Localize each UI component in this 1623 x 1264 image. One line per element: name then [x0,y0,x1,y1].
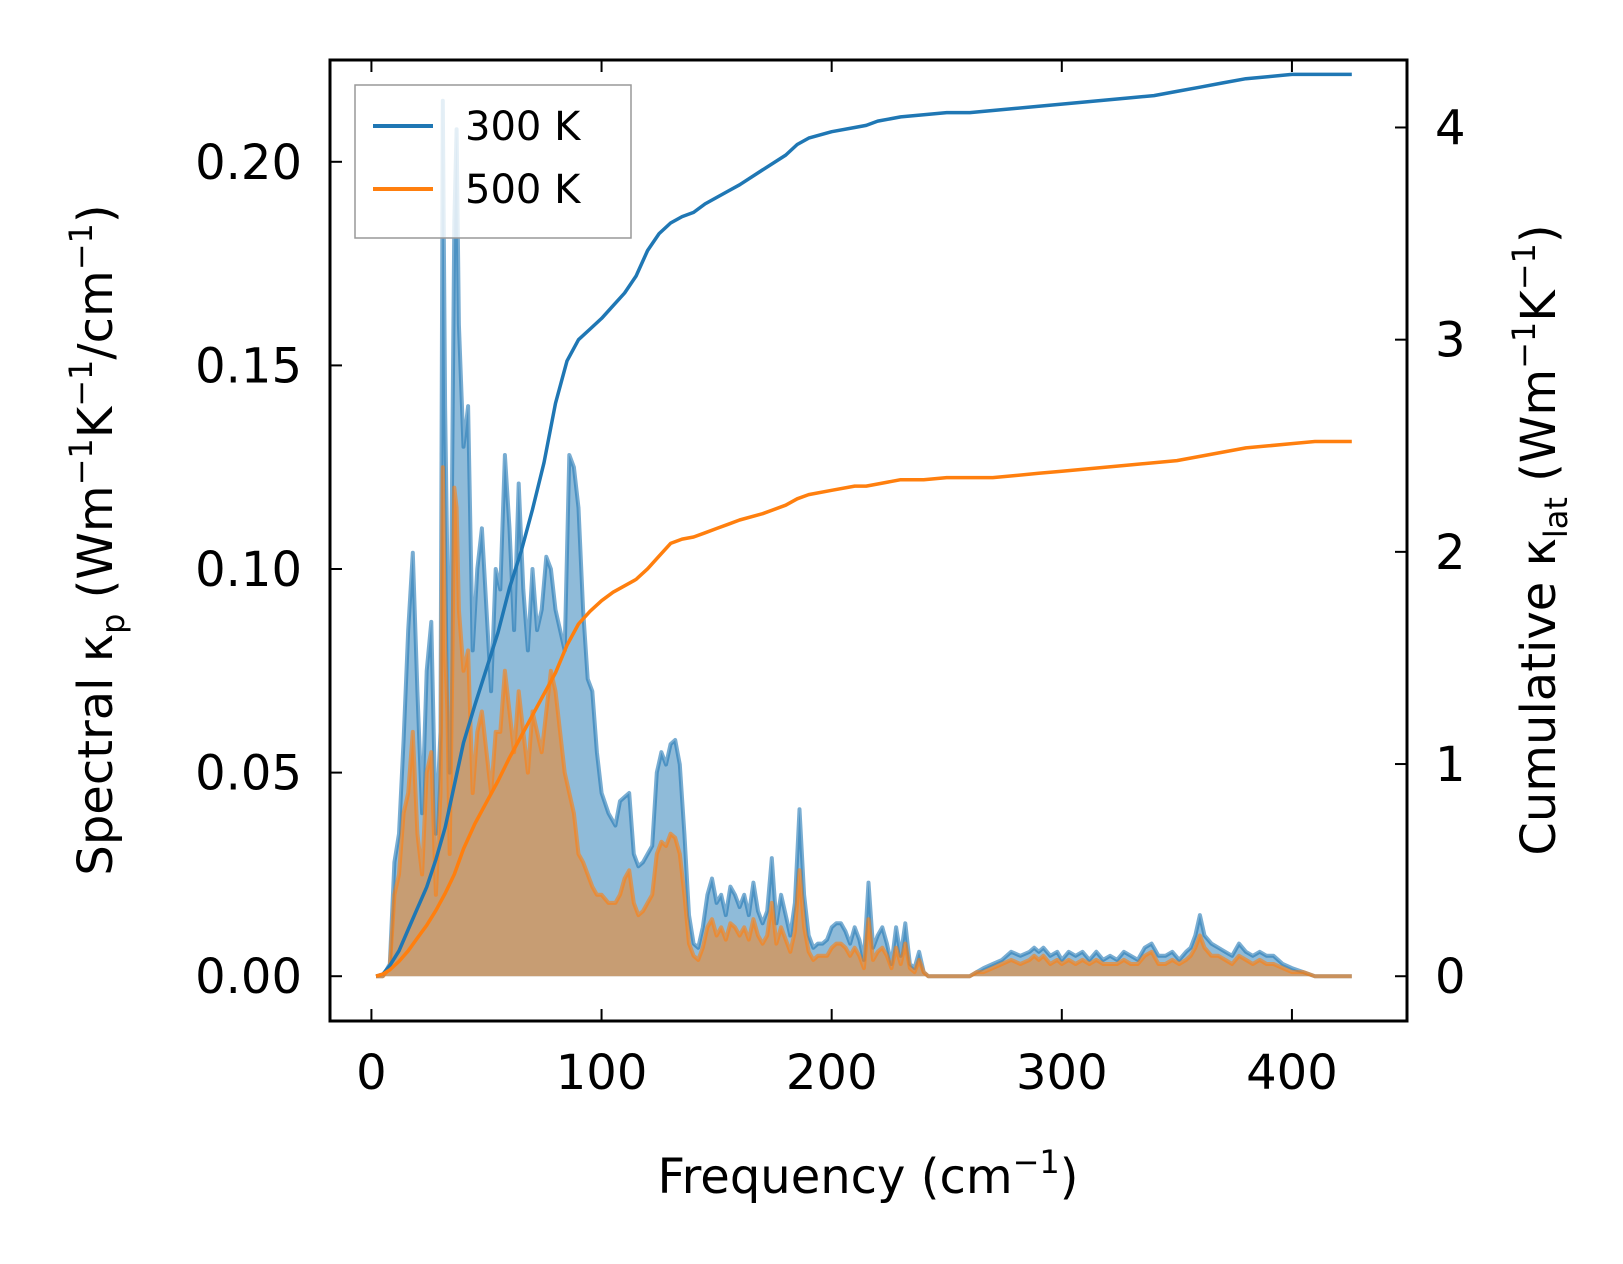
plot-frame [328,58,1409,1023]
y-axis-right-title: Cumulative κlat (Wm−1K−1) [1505,224,1575,855]
x-tick-label: 100 [556,1045,648,1101]
x-tick-label: 0 [356,1045,387,1101]
legend-label-300k: 300 K [465,104,582,150]
x-axis-title: Frequency (cm−1) [657,1143,1078,1205]
y-right-tick-label: 0 [1435,949,1466,1005]
axis-ticks: 0 100 200 300 400 0.00 0.05 0.10 0.15 0.20 0 1 2 3 4 [195,60,1466,1101]
y-right-tick-label: 3 [1435,313,1466,369]
cumulative-lines [375,72,1352,978]
y-left-tick-label: 0.00 [195,949,302,1005]
x-tick-label: 300 [1016,1045,1108,1101]
y-left-tick-label: 0.20 [195,135,302,191]
x-tick-label: 200 [786,1045,878,1101]
spectral-area-500k [376,467,1352,977]
legend-box [354,84,632,239]
y-left-tick-label: 0.15 [195,338,302,394]
y-right-tick-label: 4 [1435,100,1466,156]
y-left-tick-label: 0.05 [195,746,302,802]
cumulative-line-500k [375,439,1352,978]
y-left-tick-label: 0.10 [195,542,302,598]
y-axis-left-title: Spectral κp (Wm−1K−1/cm−1) [62,204,132,875]
y-right-tick-label: 1 [1435,737,1466,793]
cumulative-line-300k [375,72,1352,978]
x-tick-label: 400 [1246,1045,1338,1101]
legend: 300 K 500 K [354,84,632,239]
y-right-tick-label: 2 [1435,525,1466,581]
legend-label-500k: 500 K [465,167,582,213]
spectral-line-300k [376,98,1352,979]
spectral-fills [376,98,1352,979]
spectral-line-500k [376,465,1352,979]
